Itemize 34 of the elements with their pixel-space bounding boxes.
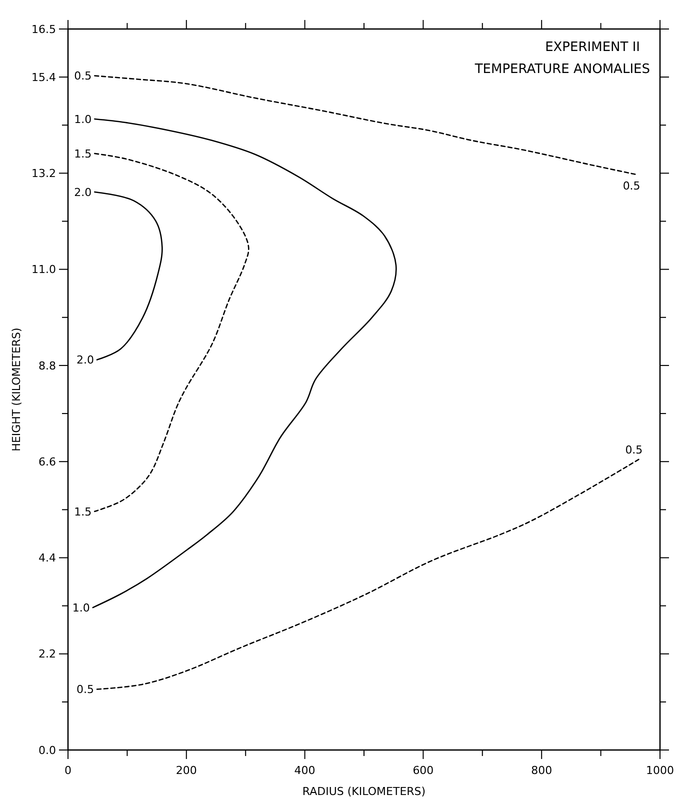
line-series: [94, 75, 637, 176]
x-tick-label: 600: [412, 764, 434, 777]
line-series: [92, 118, 397, 608]
y-tick-label: 6.6: [38, 455, 56, 468]
x-axis-title: RADIUS (KILOMETERS): [302, 785, 426, 798]
series-label: 0.5: [76, 683, 94, 696]
y-tick-label: 4.4: [38, 552, 56, 565]
series-label: 1.0: [74, 112, 92, 126]
x-tick-label: 200: [176, 764, 197, 777]
y-tick-label: 8.8: [38, 359, 56, 372]
text: 2.0: [74, 186, 92, 199]
line-series: [94, 191, 163, 360]
x-tick-label: 400: [294, 764, 316, 777]
text: 0.5: [625, 443, 643, 456]
y-tick-label: 16.5: [32, 22, 56, 36]
y-tick-label: 13.2: [32, 167, 56, 180]
line-series: [94, 152, 250, 512]
text: EXPERIMENT II: [545, 40, 640, 55]
x-tick-label: 800: [531, 764, 552, 777]
text: 1.5: [74, 147, 92, 160]
text: 0.5: [622, 179, 640, 192]
series-label: 1.5: [74, 505, 92, 518]
x-tick-label: 0: [64, 764, 72, 777]
line-series: [96, 458, 640, 690]
series-label: 0.5: [74, 70, 92, 83]
y-tick-label: 0.0: [38, 744, 56, 757]
y-tick-label: 15.4: [32, 70, 56, 84]
y-tick-label: 11.0: [32, 263, 56, 276]
text: 1.0: [72, 601, 90, 614]
y-axis-title: HEIGHT (KILOMETERS): [10, 328, 23, 452]
text: TEMPERATURE ANOMALIES: [474, 62, 650, 77]
x-tick-label: 1000: [646, 764, 674, 777]
series-label: 2.0: [76, 354, 94, 367]
y-tick-label: 2.2: [38, 648, 56, 661]
